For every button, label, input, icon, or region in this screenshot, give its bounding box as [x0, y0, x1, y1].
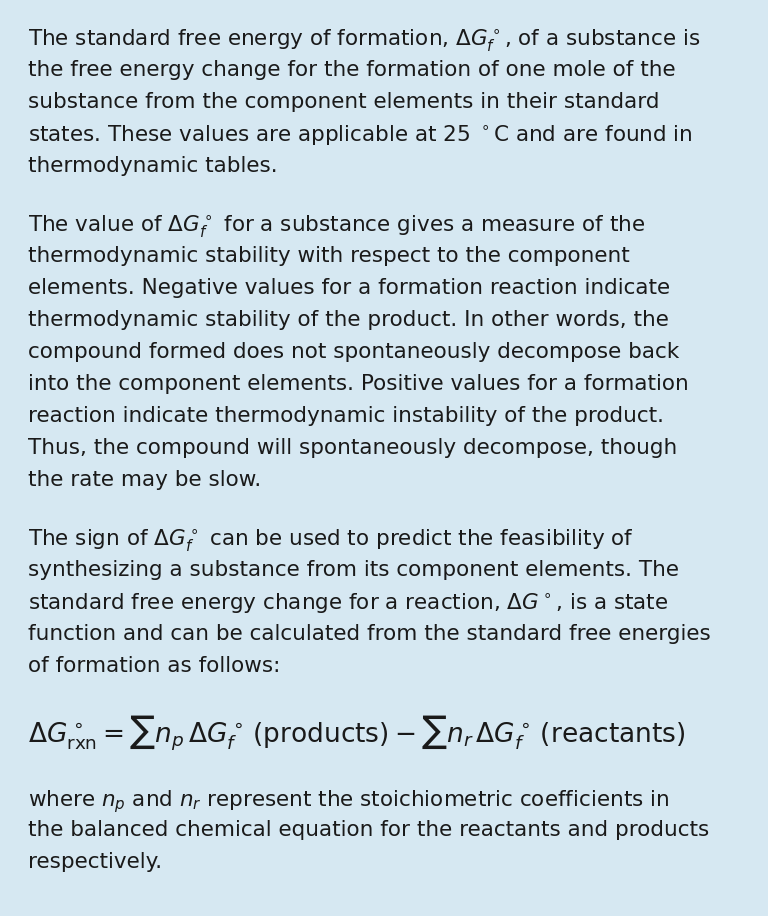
Text: elements. Negative values for a formation reaction indicate: elements. Negative values for a formatio… [28, 278, 670, 298]
Text: thermodynamic stability of the product. In other words, the: thermodynamic stability of the product. … [28, 310, 669, 330]
Text: $\Delta G^\circ_\mathrm{rxn} = \sum n_p\,\Delta G^\circ_f\,(\mathrm{products}) -: $\Delta G^\circ_\mathrm{rxn} = \sum n_p\… [28, 714, 685, 753]
Text: respectively.: respectively. [28, 852, 162, 872]
Text: thermodynamic stability with respect to the component: thermodynamic stability with respect to … [28, 246, 630, 266]
Text: The value of $\Delta G^\circ_f$ for a substance gives a measure of the: The value of $\Delta G^\circ_f$ for a su… [28, 214, 645, 240]
Text: reaction indicate thermodynamic instability of the product.: reaction indicate thermodynamic instabil… [28, 406, 664, 426]
Text: substance from the component elements in their standard: substance from the component elements in… [28, 92, 660, 112]
Text: where $n_p$ and $n_r$ represent the stoichiometric coefficients in: where $n_p$ and $n_r$ represent the stoi… [28, 788, 670, 815]
Text: thermodynamic tables.: thermodynamic tables. [28, 156, 277, 176]
Text: function and can be calculated from the standard free energies: function and can be calculated from the … [28, 624, 710, 644]
Text: the balanced chemical equation for the reactants and products: the balanced chemical equation for the r… [28, 820, 710, 840]
Text: of formation as follows:: of formation as follows: [28, 656, 280, 676]
Text: synthesizing a substance from its component elements. The: synthesizing a substance from its compon… [28, 560, 679, 580]
Text: states. These values are applicable at 25 $^\circ$C and are found in: states. These values are applicable at 2… [28, 124, 693, 148]
Text: standard free energy change for a reaction, $\Delta G^\circ$, is a state: standard free energy change for a reacti… [28, 592, 668, 616]
Text: The standard free energy of formation, $\Delta G^\circ_f$, of a substance is: The standard free energy of formation, $… [28, 28, 700, 54]
Text: the rate may be slow.: the rate may be slow. [28, 470, 261, 490]
Text: compound formed does not spontaneously decompose back: compound formed does not spontaneously d… [28, 342, 679, 362]
Text: Thus, the compound will spontaneously decompose, though: Thus, the compound will spontaneously de… [28, 438, 677, 458]
Text: the free energy change for the formation of one mole of the: the free energy change for the formation… [28, 60, 676, 80]
Text: into the component elements. Positive values for a formation: into the component elements. Positive va… [28, 374, 689, 394]
Text: The sign of $\Delta G^\circ_f$ can be used to predict the feasibility of: The sign of $\Delta G^\circ_f$ can be us… [28, 528, 634, 554]
